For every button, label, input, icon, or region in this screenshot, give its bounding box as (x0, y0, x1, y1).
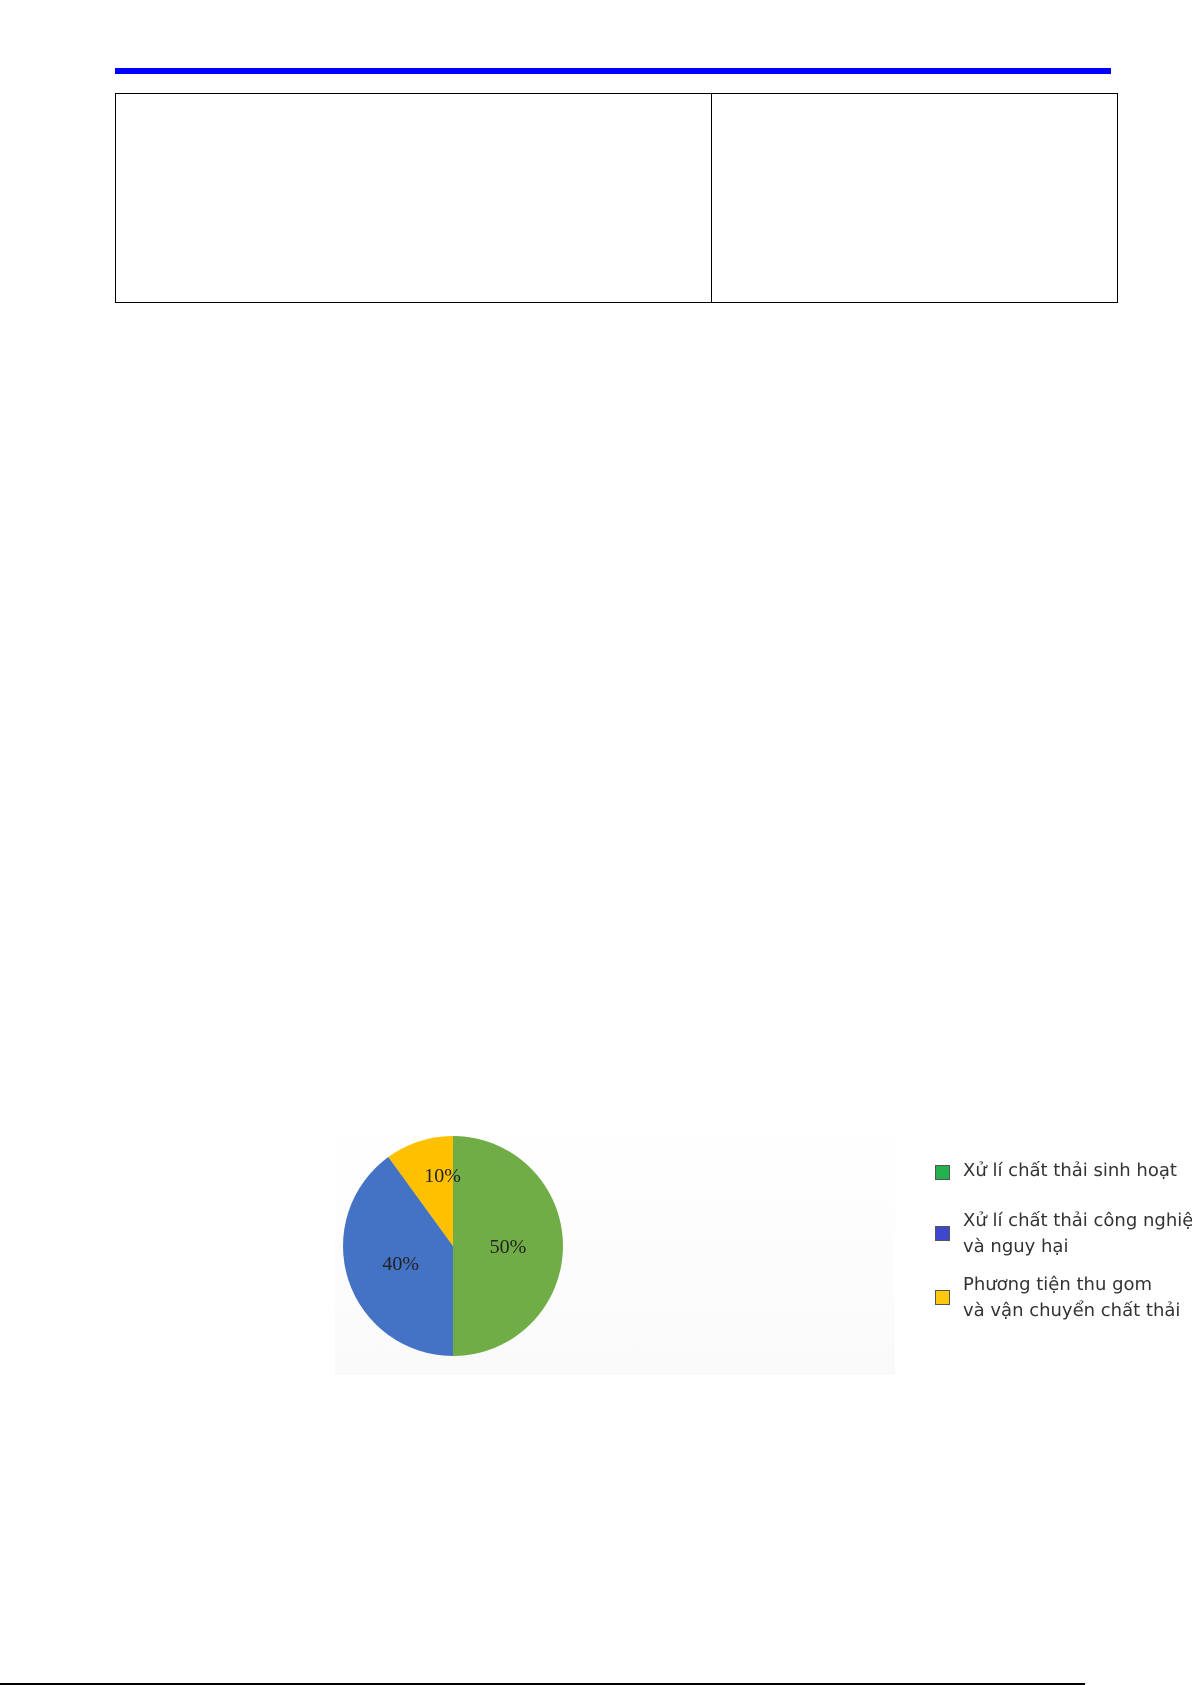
pie-data-label: 10% (424, 1165, 461, 1187)
pie-chart-figure: 50% 40% 10% Xử lí chất thải sinh hoạt Xử lí… (335, 1120, 1192, 1375)
empty-table (115, 93, 1118, 303)
pie-data-label: 40% (382, 1253, 419, 1275)
legend-label: Xử lí chất thải sinh hoạt (963, 1158, 1192, 1184)
pie-slice (388, 1136, 453, 1246)
legend-label-line: và vận chuyển chất thải (963, 1300, 1181, 1321)
legend-label-line: Xử lí chất thải công nghiệp (963, 1210, 1192, 1231)
header-rule (115, 68, 1111, 74)
pie-chart: 50% 40% 10% (343, 1136, 563, 1356)
table-column-divider (711, 94, 712, 302)
legend-label: Phương tiện thu gom và vận chuyển chất th… (963, 1272, 1192, 1324)
legend-label-line: và nguy hại (963, 1236, 1069, 1257)
legend-label-line: Phương tiện thu gom (963, 1274, 1153, 1295)
pie-slice (343, 1157, 453, 1356)
legend-swatch (935, 1165, 950, 1180)
legend-swatch (935, 1290, 950, 1305)
pie-slice (453, 1136, 563, 1356)
legend-label-line: Xử lí chất thải sinh hoạt (963, 1160, 1177, 1181)
footer-rule (0, 1683, 1085, 1685)
legend-label: Xử lí chất thải công nghiệp và nguy hại (963, 1208, 1192, 1260)
legend-swatch (935, 1226, 950, 1241)
pie-data-label: 50% (490, 1236, 527, 1258)
